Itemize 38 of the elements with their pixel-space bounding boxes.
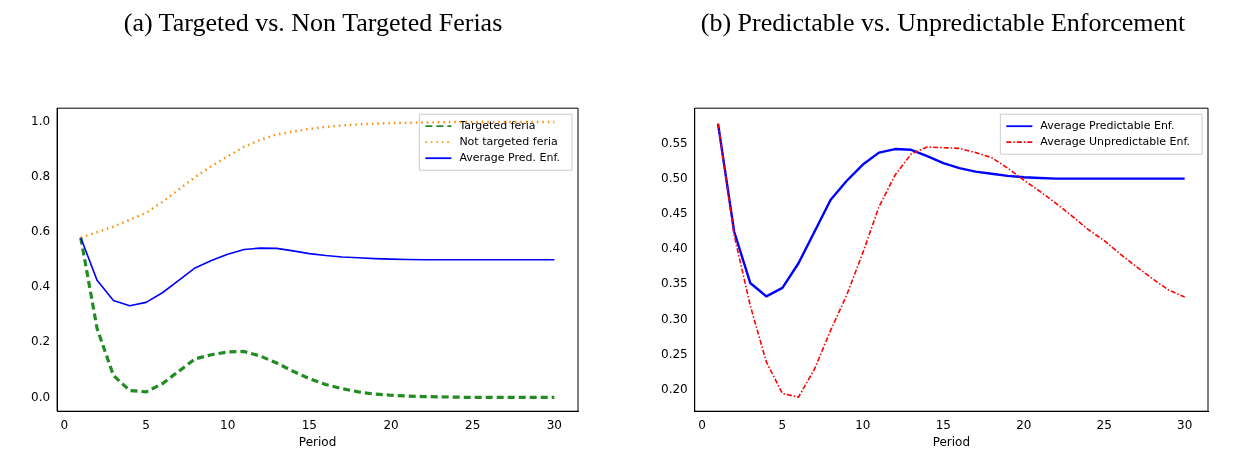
x-axis-title: Period <box>298 434 337 449</box>
x-tick-label: 5 <box>778 417 787 432</box>
y-tick-label: 0.55 <box>661 135 688 150</box>
line-series <box>79 236 556 400</box>
legend-label: Not targeted feria <box>459 135 558 149</box>
x-tick-label: 0 <box>60 417 69 432</box>
y-tick-label: 0.8 <box>30 169 51 184</box>
y-tick-label: 0.2 <box>30 334 51 349</box>
x-tick-label: 20 <box>1016 417 1032 432</box>
x-tick-label: 30 <box>546 417 562 432</box>
x-tick-label: 10 <box>855 417 871 432</box>
x-tick-label: 25 <box>1096 417 1112 432</box>
y-tick-label: 0.20 <box>661 382 688 397</box>
y-tick-label: 0.4 <box>30 279 51 294</box>
y-tick-label: 0.6 <box>30 224 51 239</box>
legend-label: Targeted feria <box>458 119 536 133</box>
y-tick-label: 1.0 <box>30 114 51 129</box>
x-tick-label: 25 <box>465 417 481 432</box>
x-tick-label: 15 <box>301 417 318 432</box>
x-axis-title: Period <box>932 434 971 449</box>
y-tick-label: 0.30 <box>661 311 688 326</box>
chart-title: (a) Targeted vs. Non Targeted Ferias <box>122 8 504 39</box>
legend-label: Average Unpredictable Enf. <box>1040 135 1190 149</box>
y-tick-label: 0.50 <box>661 170 688 185</box>
x-tick-label: 10 <box>220 417 236 432</box>
legend-label: Average Pred. Enf. <box>459 151 560 165</box>
x-tick-label: 30 <box>1177 417 1193 432</box>
y-tick-label: 0.40 <box>661 241 688 256</box>
x-tick-label: 15 <box>935 417 951 432</box>
chart-title: (b) Predictable vs. Unpredictable Enforcement <box>699 8 1187 39</box>
y-tick-label: 0.35 <box>661 276 688 291</box>
x-tick-label: 0 <box>698 417 706 432</box>
y-tick-label: 0.25 <box>661 346 688 361</box>
x-tick-label: 20 <box>383 417 399 432</box>
x-tick-label: 5 <box>142 417 150 432</box>
y-tick-label: 0.45 <box>661 206 688 221</box>
legend-label: Average Predictable Enf. <box>1040 119 1175 133</box>
y-tick-label: 0.0 <box>30 389 51 404</box>
